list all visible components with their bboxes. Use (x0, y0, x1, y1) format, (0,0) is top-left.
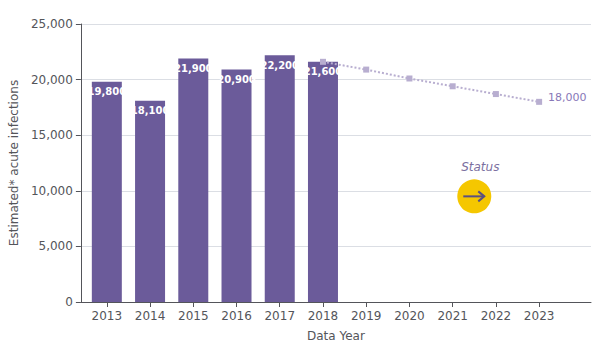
svg-text:18,100: 18,100 (131, 105, 170, 116)
svg-text:Data Year: Data Year (307, 329, 365, 343)
svg-text:22,200: 22,200 (260, 60, 299, 71)
svg-text:2018: 2018 (308, 309, 339, 323)
svg-text:5,000: 5,000 (39, 239, 73, 253)
svg-text:2017: 2017 (264, 309, 295, 323)
svg-text:Estimated* acute infections: Estimated* acute infections (7, 80, 21, 246)
svg-text:20,900: 20,900 (217, 74, 256, 85)
svg-text:21,900: 21,900 (174, 63, 213, 74)
svg-text:2014: 2014 (135, 309, 166, 323)
svg-text:Status: Status (461, 160, 499, 174)
svg-text:25,000: 25,000 (31, 17, 73, 31)
svg-text:2019: 2019 (351, 309, 382, 323)
svg-text:19,800: 19,800 (88, 86, 127, 97)
svg-text:2021: 2021 (437, 309, 468, 323)
svg-text:2022: 2022 (481, 309, 512, 323)
svg-text:2013: 2013 (92, 309, 123, 323)
svg-text:2023: 2023 (524, 309, 555, 323)
svg-text:20,000: 20,000 (31, 73, 73, 87)
svg-text:0: 0 (65, 295, 73, 309)
svg-text:2015: 2015 (178, 309, 209, 323)
svg-text:2016: 2016 (221, 309, 252, 323)
svg-text:10,000: 10,000 (31, 184, 73, 198)
svg-text:21,600: 21,600 (304, 66, 343, 77)
svg-text:2020: 2020 (394, 309, 425, 323)
svg-text:15,000: 15,000 (31, 128, 73, 142)
svg-text:18,000: 18,000 (548, 91, 587, 104)
